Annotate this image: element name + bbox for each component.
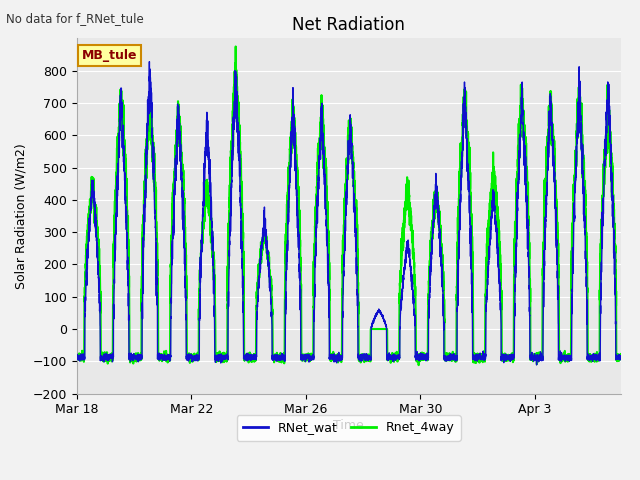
RNet_wat [330, 352, 337, 358]
RNet_wat [532, 362, 540, 368]
Text: MB_tule: MB_tule [82, 49, 138, 62]
Line: RNet_wat: RNet_wat [77, 61, 621, 365]
Rnet_4way [563, 354, 570, 360]
Rnet_4way [617, 354, 625, 360]
Rnet_4way [330, 353, 337, 359]
RNet_wat [202, 140, 210, 146]
Rnet_4way [73, 353, 81, 359]
Rnet_4way [220, 352, 227, 358]
Line: Rnet_4way: Rnet_4way [77, 47, 621, 365]
RNet_wat [73, 356, 81, 361]
Y-axis label: Solar Radiation (W/m2): Solar Radiation (W/m2) [14, 143, 27, 289]
Rnet_4way [245, 358, 253, 364]
Rnet_4way [335, 353, 342, 359]
X-axis label: Time: Time [333, 419, 364, 432]
RNet_wat [220, 355, 227, 360]
RNet_wat [335, 352, 342, 358]
Rnet_4way [415, 362, 422, 368]
Legend: RNet_wat, Rnet_4way: RNet_wat, Rnet_4way [237, 415, 461, 441]
Title: Net Radiation: Net Radiation [292, 16, 405, 34]
RNet_wat [563, 354, 570, 360]
Rnet_4way [232, 44, 239, 49]
Rnet_4way [202, 200, 210, 206]
RNet_wat [245, 354, 253, 360]
RNet_wat [617, 355, 625, 360]
RNet_wat [145, 59, 153, 64]
Text: No data for f_RNet_tule: No data for f_RNet_tule [6, 12, 144, 25]
